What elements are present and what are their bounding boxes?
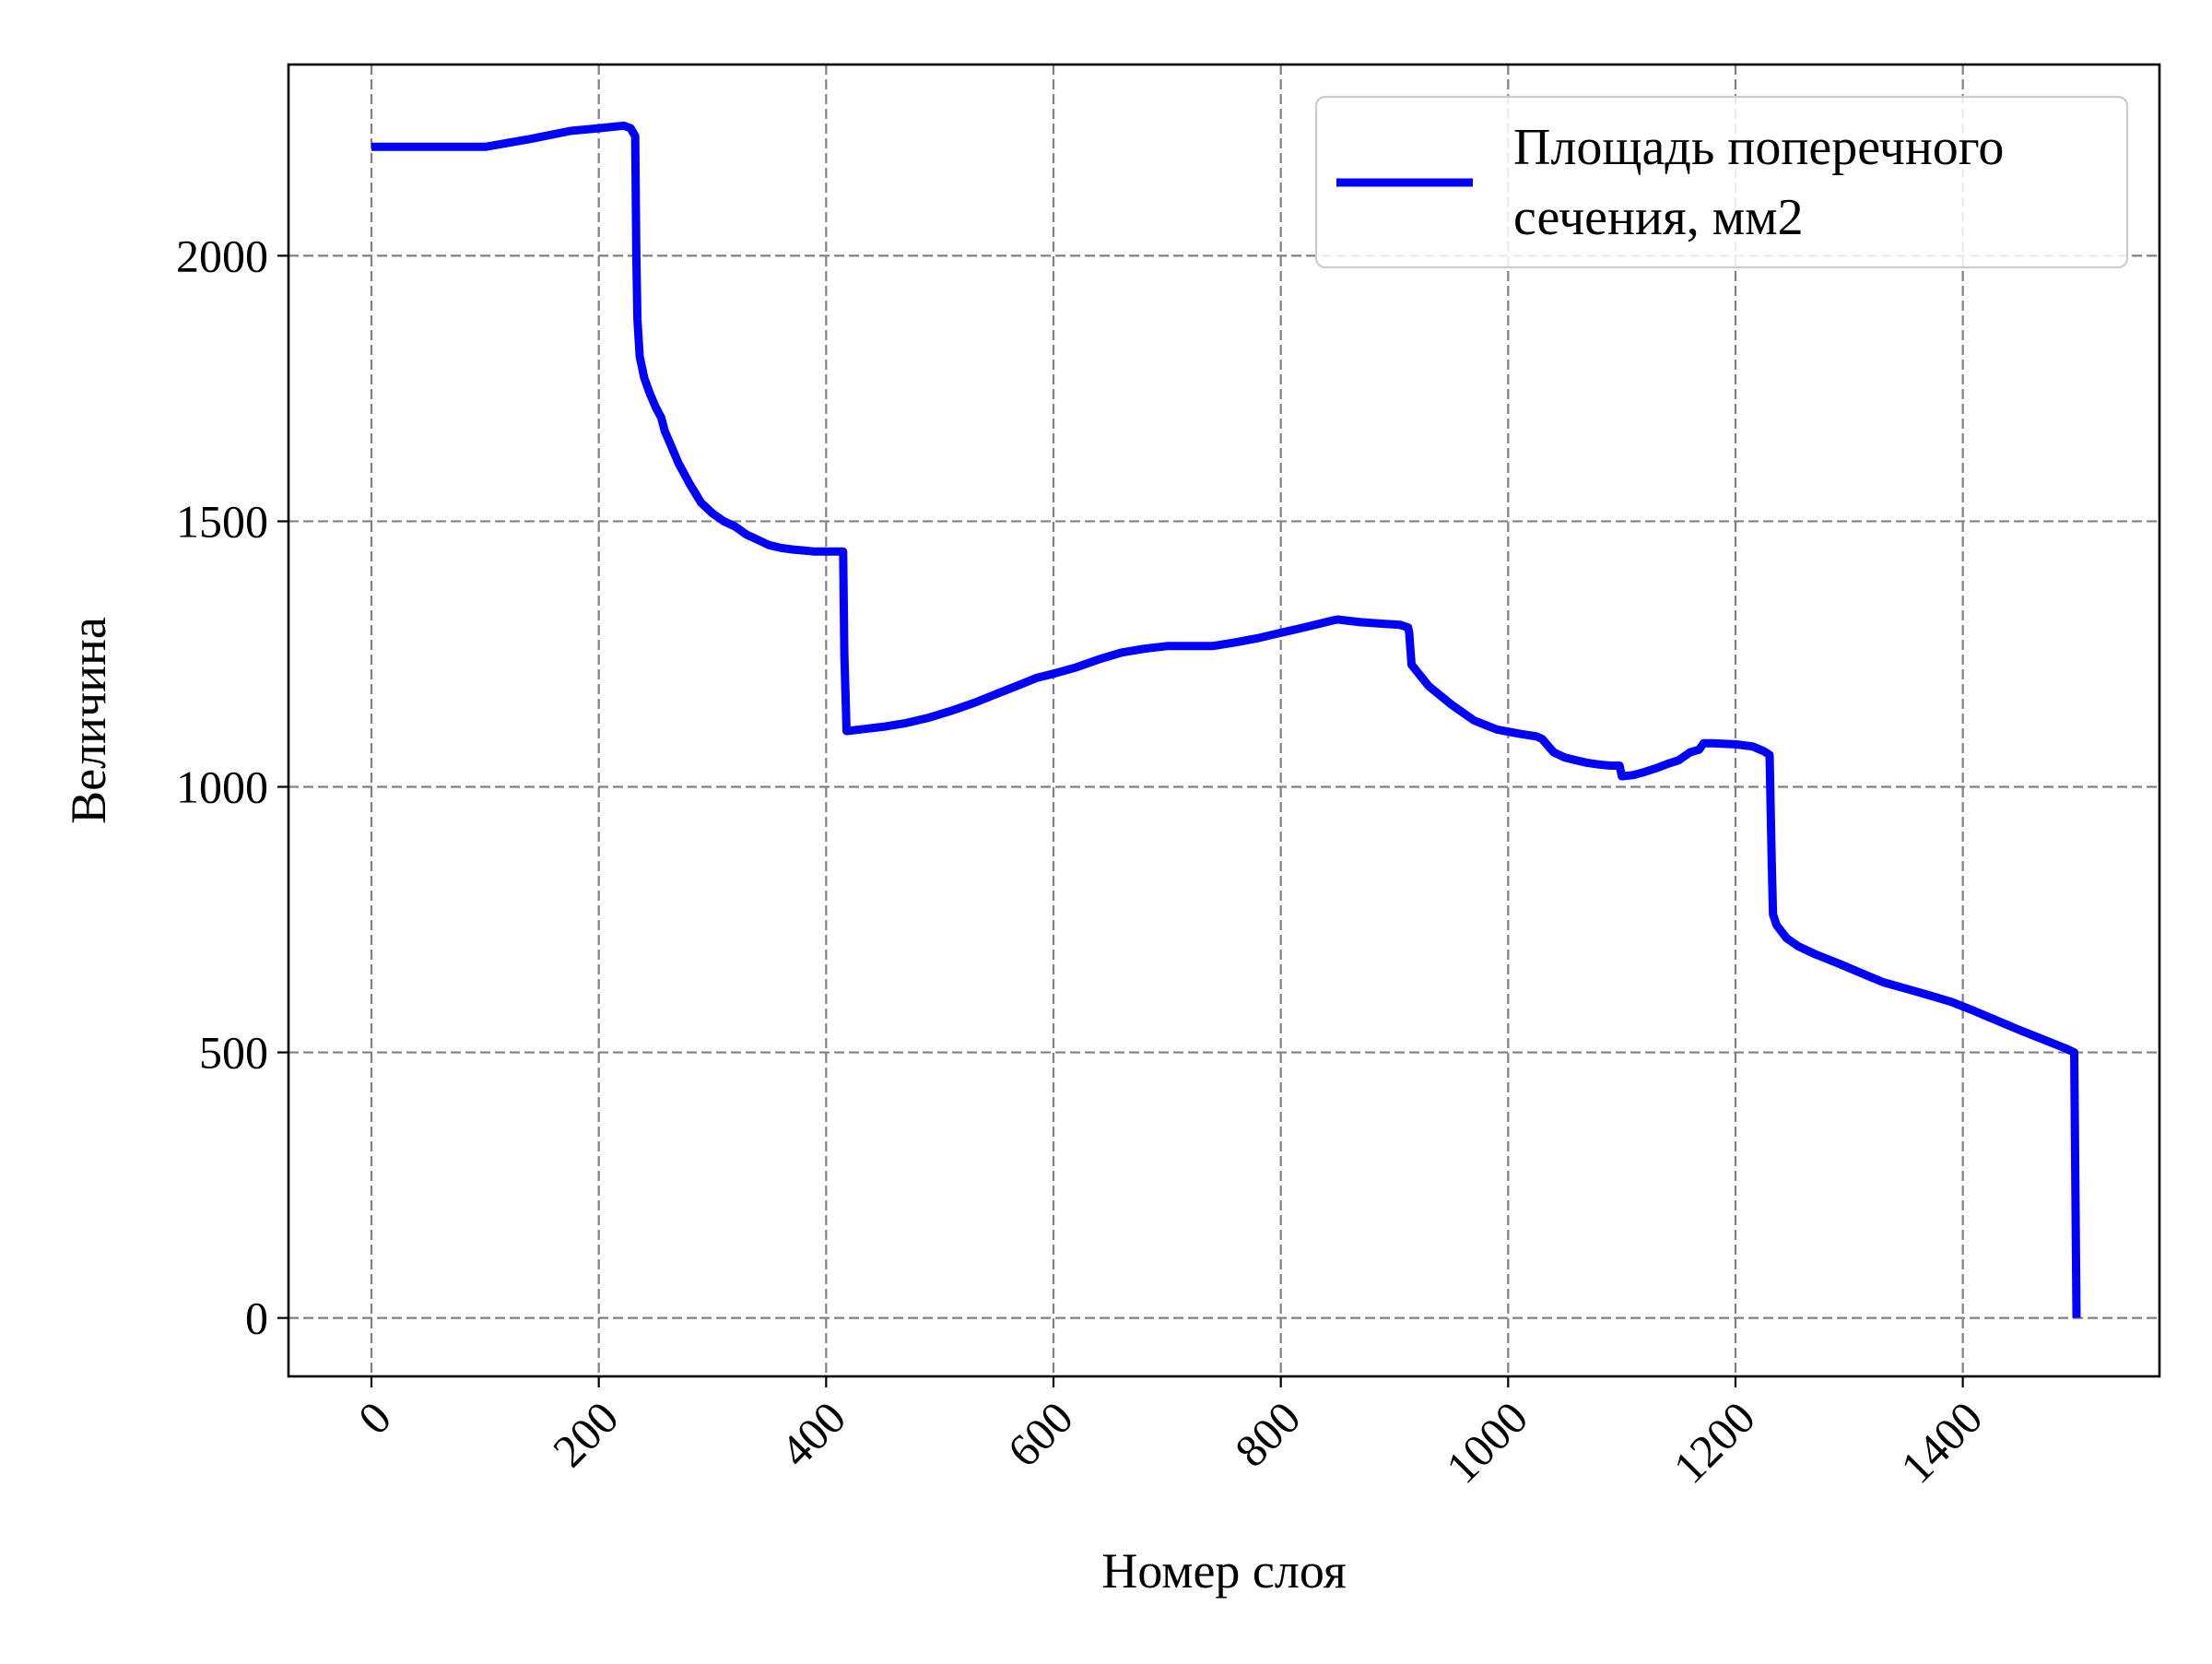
y-tick-label: 1000 [176,761,268,813]
legend-entry-line: сечения, мм2 [1513,189,1804,246]
legend: Площадь поперечного сечения, мм2 [1314,95,2129,269]
grid-lines [288,65,2159,1376]
legend-entry-line: Площадь поперечного [1513,119,2004,176]
y-axis-label: Величина [61,617,116,824]
legend-entry: Площадь поперечного сечения, мм2 [1513,119,2004,246]
series-layer [371,121,2081,1318]
y-tick-label: 500 [199,1027,268,1079]
y-tick-label: 0 [245,1292,268,1344]
y-tick-label: 2000 [176,230,268,281]
legend-box [1314,95,2129,269]
x-axis-label: Номер слоя [1101,1543,1346,1599]
plot-frame [287,63,2161,1378]
series-line [371,121,2081,1318]
y-tick-label: 1500 [176,495,268,547]
